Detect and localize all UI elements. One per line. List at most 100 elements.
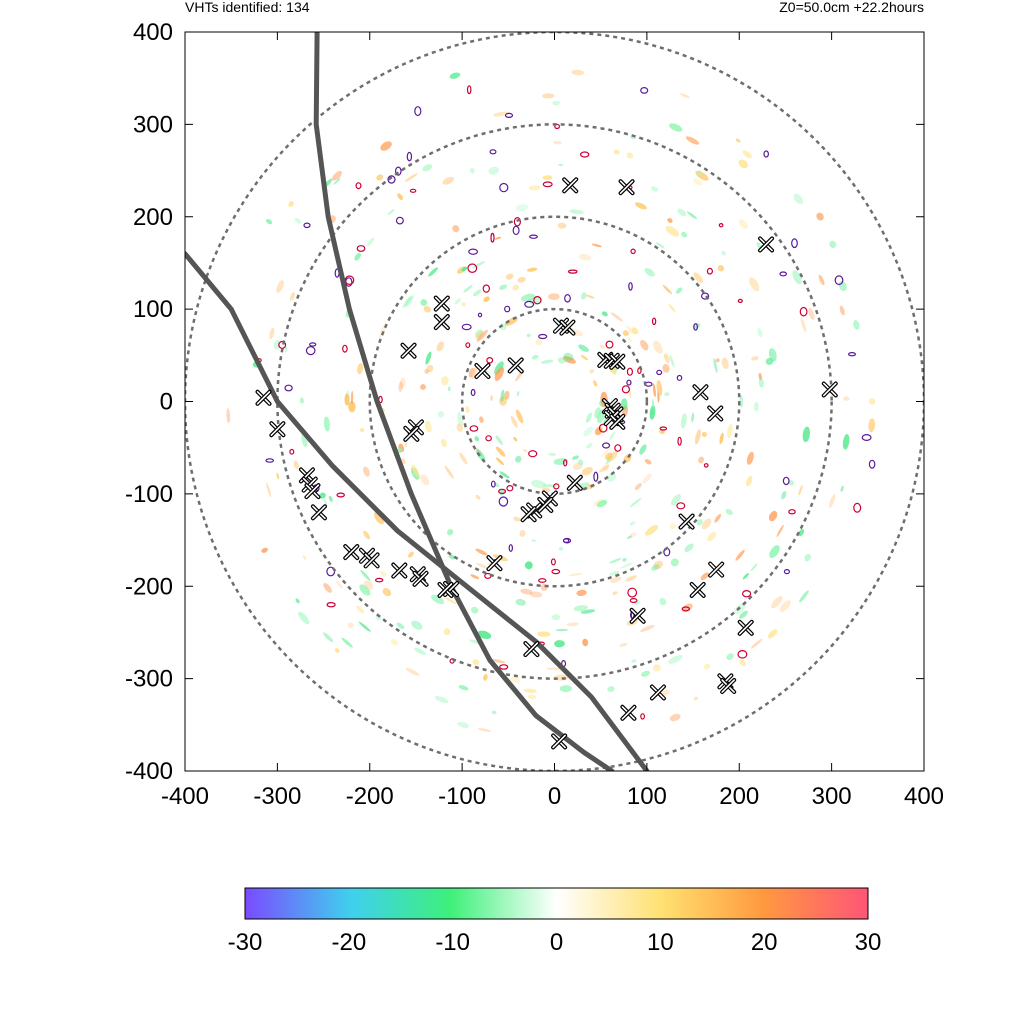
contour-loop (626, 367, 634, 376)
field-blob (323, 499, 328, 506)
axis-ticks: -400 -300 -200 -100 0 100 200 300 400 -400 -300 -20… (125, 19, 944, 810)
y-tick-label: -200 (125, 573, 173, 600)
field-blob (582, 638, 589, 647)
field-blob (542, 175, 553, 180)
field-blob (662, 363, 670, 373)
field-blob (842, 396, 850, 401)
field-blob (868, 418, 876, 433)
field-blob (698, 456, 705, 464)
field-blob (359, 584, 371, 596)
field-blob (804, 553, 812, 562)
field-blob (622, 558, 627, 562)
field-blob (776, 524, 784, 538)
contour-loop (414, 106, 422, 117)
field-blob (509, 676, 521, 683)
field-blob (477, 728, 492, 732)
field-blob (356, 605, 365, 614)
vht-marker (310, 504, 327, 521)
field-blob (553, 140, 562, 145)
vht-marker (609, 353, 626, 370)
field-blob (461, 302, 466, 307)
vht-count-label: VHTs identified: 134 (185, 0, 310, 15)
field-blob (675, 287, 683, 294)
field-blob (853, 320, 860, 330)
contour-loop (783, 568, 791, 575)
contour-loop (651, 317, 657, 326)
field-blob (693, 696, 699, 701)
field-blob (269, 327, 275, 340)
field-blob (328, 495, 333, 502)
field-blob (500, 389, 505, 402)
vht-marker (649, 684, 666, 701)
field-blob (605, 458, 612, 465)
contour-loop (355, 182, 362, 190)
x-tick-label: 300 (812, 783, 852, 810)
field-blob (527, 694, 537, 700)
field-blob (562, 356, 576, 364)
contour-loop (485, 435, 492, 442)
colorbar-tick-label: 20 (751, 929, 778, 956)
contour-loop (284, 384, 293, 392)
field-blob (799, 590, 809, 603)
contour-loop (602, 442, 611, 449)
field-blob (405, 295, 414, 307)
contour-loop (861, 434, 872, 442)
field-blob (546, 667, 561, 670)
field-blob (548, 293, 560, 301)
contour-loop (506, 485, 514, 492)
vht-marker (562, 177, 579, 194)
contour-loop (868, 459, 876, 469)
contour-loop (499, 664, 509, 670)
field-blob (586, 442, 593, 449)
field-blob (323, 632, 334, 643)
contour-loop (394, 166, 402, 176)
contour-loop (528, 450, 538, 458)
field-blob (515, 598, 526, 606)
field-blob (640, 670, 651, 677)
field-blob (226, 408, 231, 424)
field-blob (334, 648, 340, 653)
field-blob (721, 357, 729, 370)
field-blob (515, 455, 522, 463)
x-tick-label: -300 (253, 783, 301, 810)
contour-loop (375, 577, 384, 583)
field-blob (750, 638, 763, 649)
field-blob (457, 412, 463, 427)
contour-loop (529, 234, 538, 239)
contour-loop (847, 352, 856, 357)
field-blob (609, 558, 622, 564)
field-blob (323, 416, 330, 432)
field-blob (721, 250, 726, 256)
field-blob (839, 305, 845, 316)
contour-loop (640, 86, 649, 94)
field-blob (535, 339, 542, 346)
field-blob (387, 209, 395, 216)
field-blob (441, 376, 449, 386)
field-blob (552, 100, 561, 106)
contour-loop (309, 342, 317, 347)
contour-loop (482, 284, 490, 293)
field-blob (447, 386, 451, 392)
field-blob (651, 398, 654, 409)
field-blob (474, 436, 479, 442)
field-blob (531, 354, 539, 360)
field-blob (520, 588, 533, 595)
field-blob (626, 535, 633, 540)
contour-loop (303, 222, 311, 229)
field-blob (816, 212, 824, 221)
field-blob (475, 494, 481, 500)
field-blob (746, 451, 754, 465)
field-blob (475, 449, 486, 462)
field-blob (424, 368, 430, 374)
contour-loop (626, 379, 632, 386)
field-blob (348, 401, 356, 413)
contour-loop (706, 267, 714, 275)
field-blob (557, 357, 567, 364)
field-blob (472, 261, 486, 269)
field-blob (479, 416, 484, 424)
field-blob (402, 295, 412, 308)
field-blob (537, 631, 551, 637)
colorbar-tick-label: -30 (228, 929, 263, 956)
field-blob (520, 293, 536, 302)
